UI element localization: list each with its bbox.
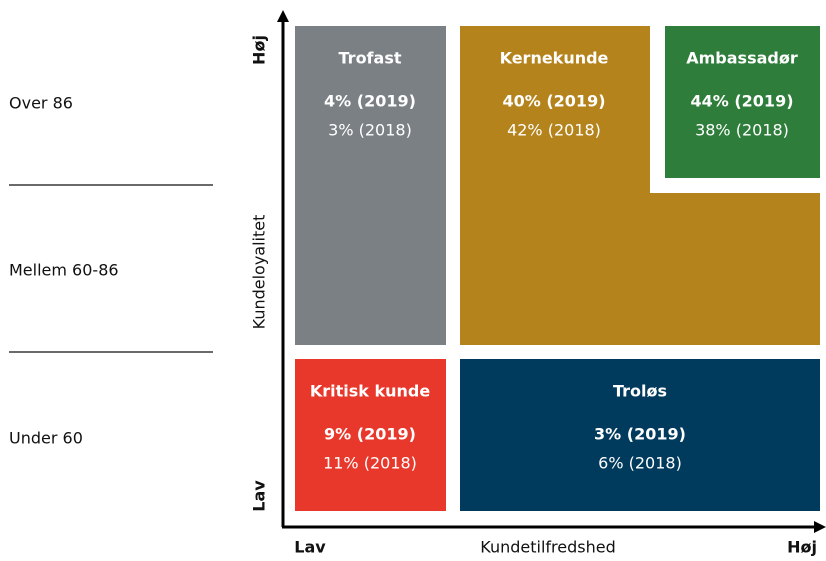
arrow	[277, 10, 289, 22]
box-kernekunde	[460, 26, 820, 345]
segment-name: Kernekunde	[500, 49, 609, 68]
row-label: Mellem 60-86	[9, 261, 119, 280]
segment-name: Kritisk kunde	[310, 382, 431, 401]
segment-name: Ambassadør	[686, 49, 798, 68]
segment-current: 40% (2019)	[502, 92, 605, 111]
segment-current: 44% (2019)	[690, 92, 793, 111]
box-kritisk	[295, 359, 446, 511]
x-label: Kundetilfredshed	[480, 538, 615, 557]
segment-previous: 38% (2018)	[695, 121, 789, 140]
segment-name: Troløs	[613, 382, 667, 401]
y-low: Lav	[250, 480, 269, 512]
row-label: Under 60	[9, 429, 83, 448]
segment-current: 3% (2019)	[594, 425, 686, 444]
y-high: Høj	[250, 35, 269, 65]
box-ambassador	[665, 26, 820, 178]
segment-previous: 11% (2018)	[323, 454, 417, 473]
segment-previous: 3% (2018)	[328, 121, 412, 140]
segment-labels: Trofast 4% (2019) 3% (2018) Kernekunde 40% (…	[310, 49, 798, 473]
x-low: Lav	[294, 538, 326, 557]
y-label: Kundeloyalitet	[250, 215, 269, 330]
segment-previous: 42% (2018)	[507, 121, 601, 140]
row-label: Over 86	[9, 94, 73, 113]
box-trolos	[460, 359, 820, 511]
segment-current: 9% (2019)	[324, 425, 416, 444]
segment-name: Trofast	[339, 49, 402, 68]
segment-current: 4% (2019)	[324, 92, 416, 111]
segment-previous: 6% (2018)	[598, 454, 682, 473]
box-trofast	[295, 26, 446, 345]
x-high: Høj	[787, 538, 817, 557]
arrow	[814, 521, 826, 533]
